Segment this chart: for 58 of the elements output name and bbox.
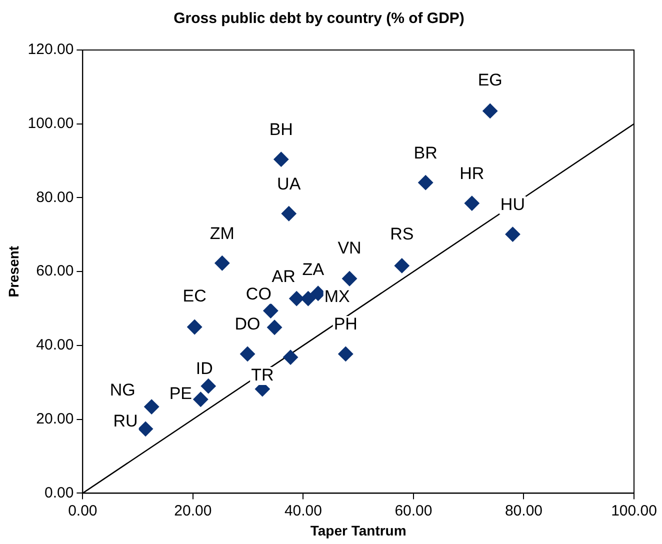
annotation: PE xyxy=(169,384,192,404)
point xyxy=(214,256,230,271)
point xyxy=(505,226,520,242)
annotation: MX xyxy=(324,287,350,306)
point xyxy=(274,152,289,167)
point xyxy=(418,175,434,190)
point xyxy=(338,346,354,362)
y-tick-label: 40.00 xyxy=(36,336,74,354)
annotation: BR xyxy=(414,143,438,162)
annotation: TR xyxy=(251,366,274,385)
y-tick-label: 60.00 xyxy=(36,262,74,280)
annotation: ZA xyxy=(302,260,325,280)
point xyxy=(394,258,410,274)
x-tick-label: 80.00 xyxy=(504,502,543,520)
point xyxy=(193,392,208,407)
point xyxy=(283,350,298,365)
point xyxy=(144,399,160,414)
annotation: HR xyxy=(460,164,484,183)
point xyxy=(464,196,480,211)
annotation: RS xyxy=(390,224,414,244)
point xyxy=(263,303,278,318)
point xyxy=(200,378,216,394)
x-tick-label: 100.00 xyxy=(611,502,657,520)
annotation: EG xyxy=(478,70,502,90)
annotation: RU xyxy=(113,412,138,431)
y-axis-title: Present xyxy=(5,246,22,298)
x-tick-label: 40.00 xyxy=(284,502,322,520)
point xyxy=(482,103,498,118)
y-tick-label: 80.00 xyxy=(36,188,74,206)
point xyxy=(240,346,256,362)
annotation: ID xyxy=(196,358,213,378)
point xyxy=(281,206,296,222)
point xyxy=(138,421,154,436)
point xyxy=(187,320,202,334)
annotation: VN xyxy=(338,238,362,258)
annotation: UA xyxy=(277,174,302,194)
x-tick-label: 0.00 xyxy=(68,502,98,520)
chart-title: Gross public debt by country (% of GDP) xyxy=(174,10,464,28)
x-tick-label: 60.00 xyxy=(394,502,432,520)
annotation: BH xyxy=(269,120,293,140)
point xyxy=(300,291,316,306)
x-tick-label: 20.00 xyxy=(174,502,212,520)
y-tick-label: 100.00 xyxy=(28,115,74,132)
annotation: PH xyxy=(334,314,358,334)
annotation: HU xyxy=(500,194,525,214)
annotation: AR xyxy=(272,267,296,286)
annotation: ZM xyxy=(210,224,234,243)
point xyxy=(342,271,358,286)
annotation: CO xyxy=(246,284,272,304)
y-tick-label: 20.00 xyxy=(36,410,74,428)
annotation: DO xyxy=(234,314,260,334)
x-axis-title: Taper Tantrum xyxy=(310,522,406,538)
y-tick-label: 120.00 xyxy=(28,41,74,58)
annotation: EC xyxy=(182,286,206,306)
y-tick-label: 0.00 xyxy=(44,484,74,502)
annotation: NG xyxy=(110,380,136,400)
point xyxy=(289,291,304,306)
point xyxy=(267,320,282,335)
